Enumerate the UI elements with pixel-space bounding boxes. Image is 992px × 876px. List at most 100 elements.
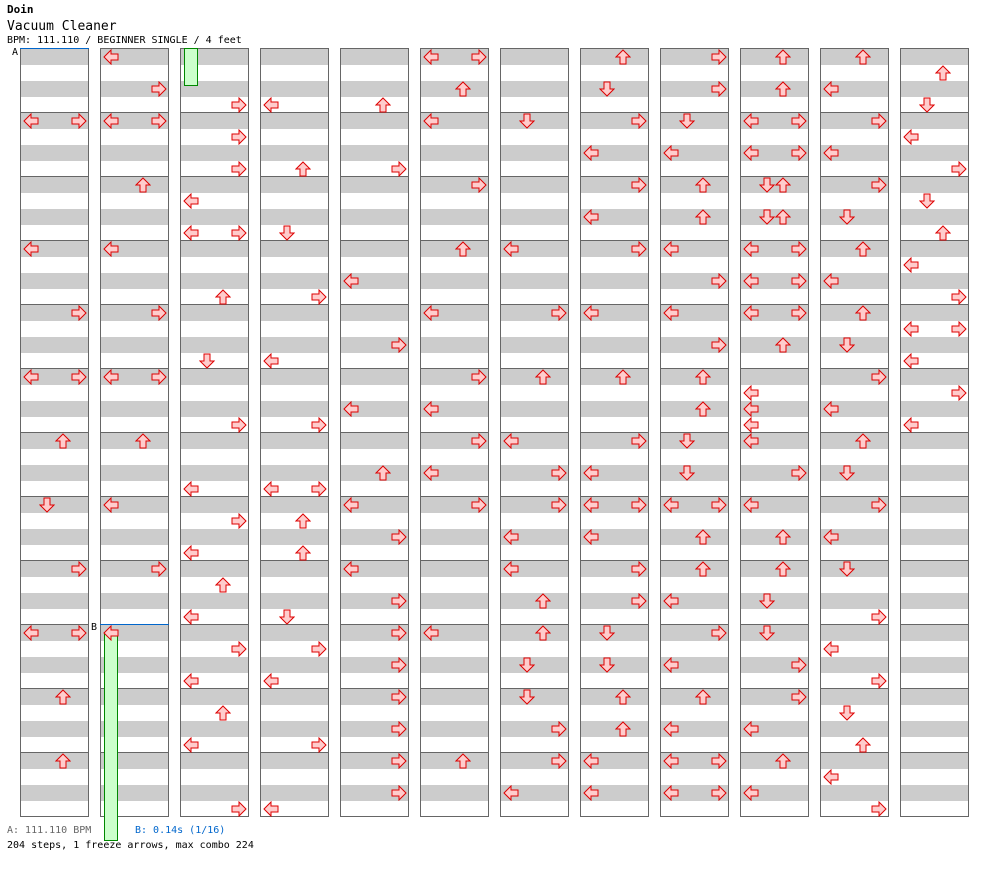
left-arrow-icon	[343, 273, 359, 289]
left-arrow-icon	[503, 241, 519, 257]
right-arrow-icon	[791, 465, 807, 481]
measure-line	[421, 496, 488, 497]
down-arrow-icon	[759, 177, 775, 193]
measure-line	[261, 176, 328, 177]
right-arrow-icon	[631, 177, 647, 193]
measure-line	[741, 176, 808, 177]
measure-line	[581, 304, 648, 305]
left-arrow-icon	[423, 465, 439, 481]
measure-line	[101, 496, 168, 497]
left-arrow-icon	[583, 209, 599, 225]
left-arrow-icon	[503, 785, 519, 801]
left-arrow-icon	[743, 145, 759, 161]
measure-line	[901, 304, 968, 305]
measure-line	[421, 112, 488, 113]
measure-line	[901, 560, 968, 561]
measure-line	[581, 560, 648, 561]
measure-line	[181, 368, 248, 369]
measure-line	[581, 112, 648, 113]
left-arrow-icon	[183, 193, 199, 209]
right-arrow-icon	[711, 785, 727, 801]
right-arrow-icon	[471, 177, 487, 193]
up-arrow-icon	[215, 577, 231, 593]
right-arrow-icon	[151, 305, 167, 321]
left-arrow-icon	[503, 561, 519, 577]
right-arrow-icon	[231, 161, 247, 177]
right-arrow-icon	[471, 433, 487, 449]
left-arrow-icon	[263, 801, 279, 817]
right-arrow-icon	[871, 609, 887, 625]
up-arrow-icon	[535, 625, 551, 641]
measure-line	[901, 752, 968, 753]
right-arrow-icon	[311, 417, 327, 433]
down-arrow-icon	[839, 561, 855, 577]
down-arrow-icon	[839, 465, 855, 481]
bpm-legend: A: 111.110 BPM	[7, 825, 92, 836]
right-arrow-icon	[311, 737, 327, 753]
measure-line	[341, 624, 408, 625]
right-arrow-icon	[71, 625, 87, 641]
right-arrow-icon	[791, 657, 807, 673]
left-arrow-icon	[903, 417, 919, 433]
left-arrow-icon	[263, 481, 279, 497]
down-arrow-icon	[599, 81, 615, 97]
right-arrow-icon	[231, 641, 247, 657]
measure-line	[21, 112, 88, 113]
up-arrow-icon	[695, 561, 711, 577]
measure-line	[101, 176, 168, 177]
measure-line	[101, 752, 168, 753]
up-arrow-icon	[695, 209, 711, 225]
measure-line	[501, 368, 568, 369]
measure-line	[661, 112, 728, 113]
left-arrow-icon	[663, 305, 679, 321]
marker-a-line	[20, 48, 89, 49]
measure-line	[421, 304, 488, 305]
measure-line	[21, 432, 88, 433]
right-arrow-icon	[871, 801, 887, 817]
left-arrow-icon	[823, 401, 839, 417]
right-arrow-icon	[391, 529, 407, 545]
down-arrow-icon	[839, 337, 855, 353]
measure-line	[581, 688, 648, 689]
measure-line	[181, 112, 248, 113]
right-arrow-icon	[391, 337, 407, 353]
left-arrow-icon	[263, 97, 279, 113]
down-arrow-icon	[679, 465, 695, 481]
left-arrow-icon	[743, 401, 759, 417]
right-arrow-icon	[711, 625, 727, 641]
up-arrow-icon	[855, 49, 871, 65]
measure-line	[661, 560, 728, 561]
left-arrow-icon	[183, 481, 199, 497]
left-arrow-icon	[663, 241, 679, 257]
down-arrow-icon	[279, 225, 295, 241]
up-arrow-icon	[455, 81, 471, 97]
up-arrow-icon	[775, 337, 791, 353]
right-arrow-icon	[871, 673, 887, 689]
right-arrow-icon	[391, 625, 407, 641]
right-arrow-icon	[951, 161, 967, 177]
measure-line	[421, 752, 488, 753]
right-arrow-icon	[951, 385, 967, 401]
up-arrow-icon	[775, 753, 791, 769]
measure-line	[901, 688, 968, 689]
right-arrow-icon	[311, 289, 327, 305]
down-arrow-icon	[759, 209, 775, 225]
up-arrow-icon	[855, 433, 871, 449]
up-arrow-icon	[55, 753, 71, 769]
right-arrow-icon	[551, 753, 567, 769]
measure-line	[741, 432, 808, 433]
measure-line	[21, 560, 88, 561]
down-arrow-icon	[519, 113, 535, 129]
right-arrow-icon	[231, 225, 247, 241]
left-arrow-icon	[663, 497, 679, 513]
chart-column	[180, 48, 249, 817]
right-arrow-icon	[471, 49, 487, 65]
measure-line	[181, 624, 248, 625]
up-arrow-icon	[535, 593, 551, 609]
left-arrow-icon	[103, 49, 119, 65]
left-arrow-icon	[663, 593, 679, 609]
left-arrow-icon	[663, 721, 679, 737]
right-arrow-icon	[231, 417, 247, 433]
up-arrow-icon	[375, 465, 391, 481]
down-arrow-icon	[599, 625, 615, 641]
